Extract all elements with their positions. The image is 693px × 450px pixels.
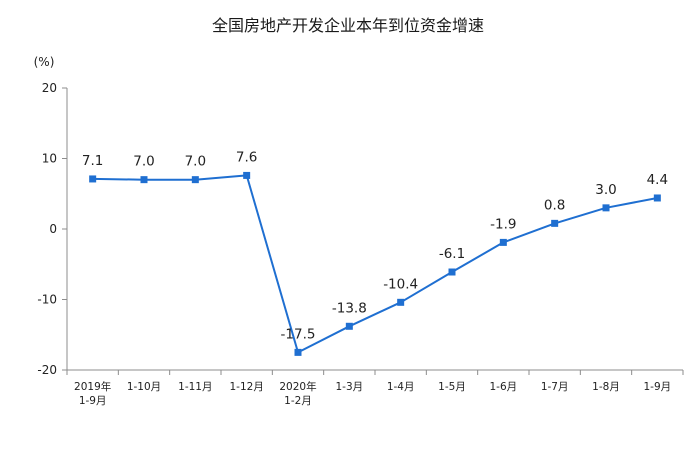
y-tick-label: -10 <box>37 293 57 307</box>
data-label: -1.9 <box>490 216 516 232</box>
data-point-marker <box>89 175 97 183</box>
x-tick-label: 1-9月 <box>79 395 107 407</box>
series-polyline <box>92 174 658 354</box>
x-tick-label: 1-8月 <box>592 381 620 393</box>
y-tick-labels: 20 10 0 -10 -20 <box>37 81 57 377</box>
y-tick-label: 10 <box>42 152 57 166</box>
x-tick-labels: 2019年 1-9月 1-10月 1-11月 1-12月 2020年 1-2月 1-3月 1-4… <box>74 380 671 407</box>
data-point-marker <box>243 171 251 179</box>
data-point-marker <box>499 238 507 246</box>
x-tick-label: 1-11月 <box>178 381 212 393</box>
data-label: -17.5 <box>281 326 316 342</box>
x-tick-label: 1-9月 <box>644 381 672 393</box>
data-label: -6.1 <box>439 246 465 262</box>
x-tick-label: 2019年 <box>74 380 111 393</box>
x-tick-label: 1-2月 <box>284 395 312 407</box>
series-line <box>89 171 661 356</box>
data-label: 7.0 <box>185 154 206 170</box>
y-tick-label: 0 <box>49 222 57 236</box>
y-unit-label: (%) <box>34 55 55 69</box>
x-tick-label: 1-5月 <box>438 381 466 393</box>
data-label: -13.8 <box>332 300 367 316</box>
data-label: -10.4 <box>383 276 418 292</box>
x-tick-label: 1-12月 <box>229 381 263 393</box>
x-tick-label: 1-4月 <box>387 381 415 393</box>
plot-frame <box>67 88 683 370</box>
y-tick-label: -20 <box>37 363 57 377</box>
chart-title: 全国房地产开发企业本年到位资金增速 <box>212 16 484 35</box>
data-label: 0.8 <box>544 197 565 213</box>
data-point-marker <box>191 176 199 184</box>
x-tick-label: 1-7月 <box>541 381 569 393</box>
data-point-marker <box>294 348 302 356</box>
data-label: 7.0 <box>133 154 154 170</box>
data-point-marker <box>345 322 353 330</box>
data-point-marker <box>551 219 559 227</box>
x-tick-label: 1-10月 <box>127 381 161 393</box>
x-tick-label: 1-6月 <box>490 381 518 393</box>
data-label: 7.1 <box>82 153 103 169</box>
data-label: 3.0 <box>595 182 616 198</box>
x-tick-label: 2020年 <box>279 380 316 393</box>
y-tick-label: 20 <box>42 81 57 95</box>
axes <box>62 87 684 375</box>
data-point-marker <box>140 176 148 184</box>
x-tick-label: 1-3月 <box>336 381 364 393</box>
data-point-marker <box>653 194 661 202</box>
data-point-marker <box>397 298 405 306</box>
data-point-marker <box>448 268 456 276</box>
data-point-marker <box>602 204 610 212</box>
data-label: 4.4 <box>647 172 668 188</box>
data-label: 7.6 <box>236 149 257 165</box>
data-labels: 7.1 7.0 7.0 7.6 -17.5 -13.8 -10.4 -6.1 -1.9 0.8 3.… <box>82 149 668 342</box>
